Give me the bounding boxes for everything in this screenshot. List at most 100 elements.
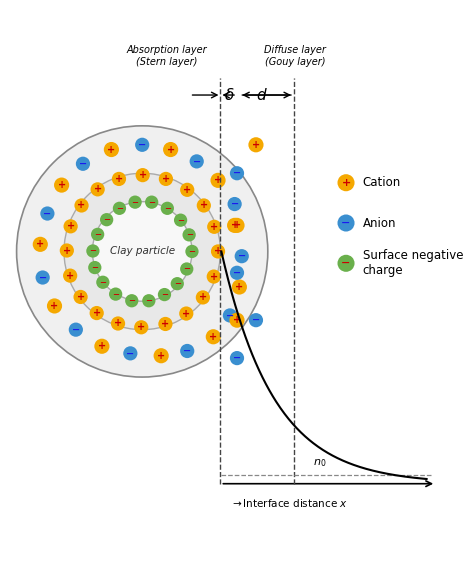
Circle shape — [136, 168, 150, 183]
Circle shape — [74, 199, 89, 212]
Circle shape — [228, 197, 242, 211]
Circle shape — [40, 207, 55, 220]
Circle shape — [227, 218, 242, 233]
Circle shape — [229, 313, 245, 328]
Text: −: − — [79, 159, 87, 169]
Text: +: + — [210, 222, 219, 232]
Circle shape — [109, 288, 122, 301]
Text: +: + — [137, 322, 146, 332]
Circle shape — [197, 199, 211, 212]
Text: Absorption layer
(Stern layer): Absorption layer (Stern layer) — [127, 45, 208, 67]
Text: +: + — [199, 292, 207, 302]
Text: −: − — [38, 273, 47, 282]
Text: +: + — [66, 222, 75, 231]
Text: +: + — [235, 282, 244, 292]
Text: −: − — [91, 263, 98, 272]
Circle shape — [135, 138, 149, 152]
Text: +: + — [182, 309, 191, 319]
Circle shape — [60, 243, 74, 258]
Text: $\delta$: $\delta$ — [224, 87, 234, 103]
Text: +: + — [63, 246, 71, 255]
Text: +: + — [115, 174, 123, 184]
Circle shape — [230, 351, 244, 365]
Text: −: − — [103, 215, 110, 224]
Text: −: − — [226, 311, 234, 320]
Text: −: − — [183, 265, 190, 273]
Circle shape — [142, 294, 155, 308]
Text: −: − — [230, 199, 239, 209]
Circle shape — [229, 218, 245, 233]
Text: −: − — [237, 251, 246, 261]
Text: +: + — [57, 180, 66, 190]
Circle shape — [94, 339, 109, 354]
Text: −: − — [148, 197, 155, 207]
Text: +: + — [230, 220, 239, 230]
Text: −: − — [174, 279, 181, 288]
Circle shape — [248, 137, 264, 152]
Circle shape — [88, 261, 101, 274]
Text: −: − — [341, 258, 351, 268]
Text: −: − — [233, 168, 241, 179]
Circle shape — [91, 183, 105, 196]
Circle shape — [17, 126, 268, 377]
Text: +: + — [209, 332, 218, 342]
Text: +: + — [161, 319, 170, 329]
Circle shape — [180, 344, 194, 358]
Circle shape — [63, 269, 77, 283]
Text: −: − — [90, 246, 96, 255]
Circle shape — [190, 154, 204, 169]
Text: +: + — [98, 342, 106, 351]
Circle shape — [36, 270, 50, 285]
Text: +: + — [233, 220, 241, 230]
Text: −: − — [112, 290, 119, 298]
Circle shape — [96, 276, 109, 289]
Circle shape — [33, 236, 48, 252]
Circle shape — [145, 196, 158, 209]
Text: Surface negative
charge: Surface negative charge — [363, 249, 463, 277]
Circle shape — [171, 277, 184, 290]
Text: −: − — [94, 230, 101, 239]
Circle shape — [92, 201, 192, 301]
Text: +: + — [214, 246, 222, 257]
Circle shape — [158, 288, 171, 301]
Text: +: + — [341, 178, 351, 188]
Text: +: + — [252, 140, 260, 150]
Circle shape — [64, 173, 220, 329]
Text: −: − — [116, 204, 123, 213]
Text: Anion: Anion — [363, 216, 396, 230]
Circle shape — [196, 290, 210, 305]
Text: −: − — [233, 353, 241, 363]
Text: −: − — [72, 325, 80, 335]
Text: −: − — [161, 290, 168, 299]
Text: +: + — [114, 319, 122, 328]
Circle shape — [123, 346, 137, 360]
Circle shape — [185, 245, 199, 258]
Text: +: + — [166, 145, 175, 154]
Text: −: − — [138, 140, 146, 150]
Circle shape — [100, 213, 113, 226]
Circle shape — [73, 290, 88, 304]
Text: −: − — [177, 216, 184, 224]
Circle shape — [206, 329, 221, 344]
Text: Cation: Cation — [363, 176, 401, 189]
Text: −: − — [146, 296, 152, 305]
Text: −: − — [164, 204, 171, 213]
Text: +: + — [77, 200, 86, 211]
Text: Clay particle: Clay particle — [109, 246, 175, 257]
Circle shape — [134, 320, 148, 335]
Circle shape — [337, 215, 355, 231]
Text: +: + — [162, 174, 170, 184]
Text: +: + — [66, 270, 74, 281]
Text: −: − — [100, 278, 106, 287]
Circle shape — [111, 316, 125, 331]
Text: −: − — [252, 315, 260, 325]
Text: +: + — [50, 301, 59, 311]
Circle shape — [232, 280, 247, 294]
Text: +: + — [107, 145, 116, 154]
Text: +: + — [93, 184, 102, 195]
Circle shape — [161, 201, 174, 215]
Text: +: + — [92, 308, 101, 318]
Circle shape — [179, 307, 193, 321]
Text: +: + — [200, 200, 208, 211]
Text: −: − — [189, 247, 195, 256]
